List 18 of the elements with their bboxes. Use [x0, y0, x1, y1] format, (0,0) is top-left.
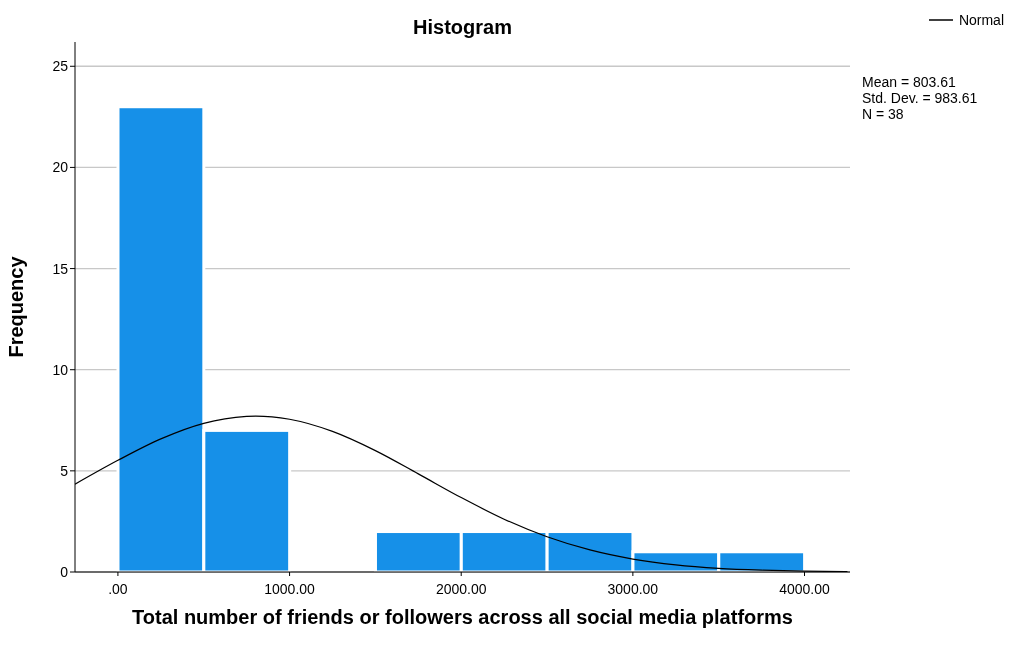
- x-tick-label: 1000.00: [264, 580, 316, 597]
- text: Mean = 803.61: [862, 74, 957, 90]
- text: Std. Dev. = 983.61: [862, 90, 978, 106]
- legend-label: Normal: [958, 12, 1004, 28]
- y-axis-title: Frequency: [5, 255, 28, 358]
- text: N = 38: [862, 106, 905, 122]
- x-tick-label: 4000.00: [779, 580, 831, 597]
- x-tick-label: 2000.00: [435, 580, 487, 597]
- y-tick-label: 10: [52, 361, 69, 378]
- y-tick-label: 5: [60, 462, 69, 479]
- y-tick-label: 25: [52, 58, 69, 75]
- x-tick-label: 3000.00: [607, 580, 659, 597]
- x-tick-label: .00: [108, 580, 128, 597]
- y-tick-label: 15: [52, 260, 69, 277]
- y-tick-label: 20: [52, 159, 69, 176]
- y-tick-label: 0: [60, 563, 69, 580]
- x-axis-title: Total number of friends or followers across all social media platforms: [131, 606, 794, 628]
- chart-title: Histogram: [412, 16, 513, 39]
